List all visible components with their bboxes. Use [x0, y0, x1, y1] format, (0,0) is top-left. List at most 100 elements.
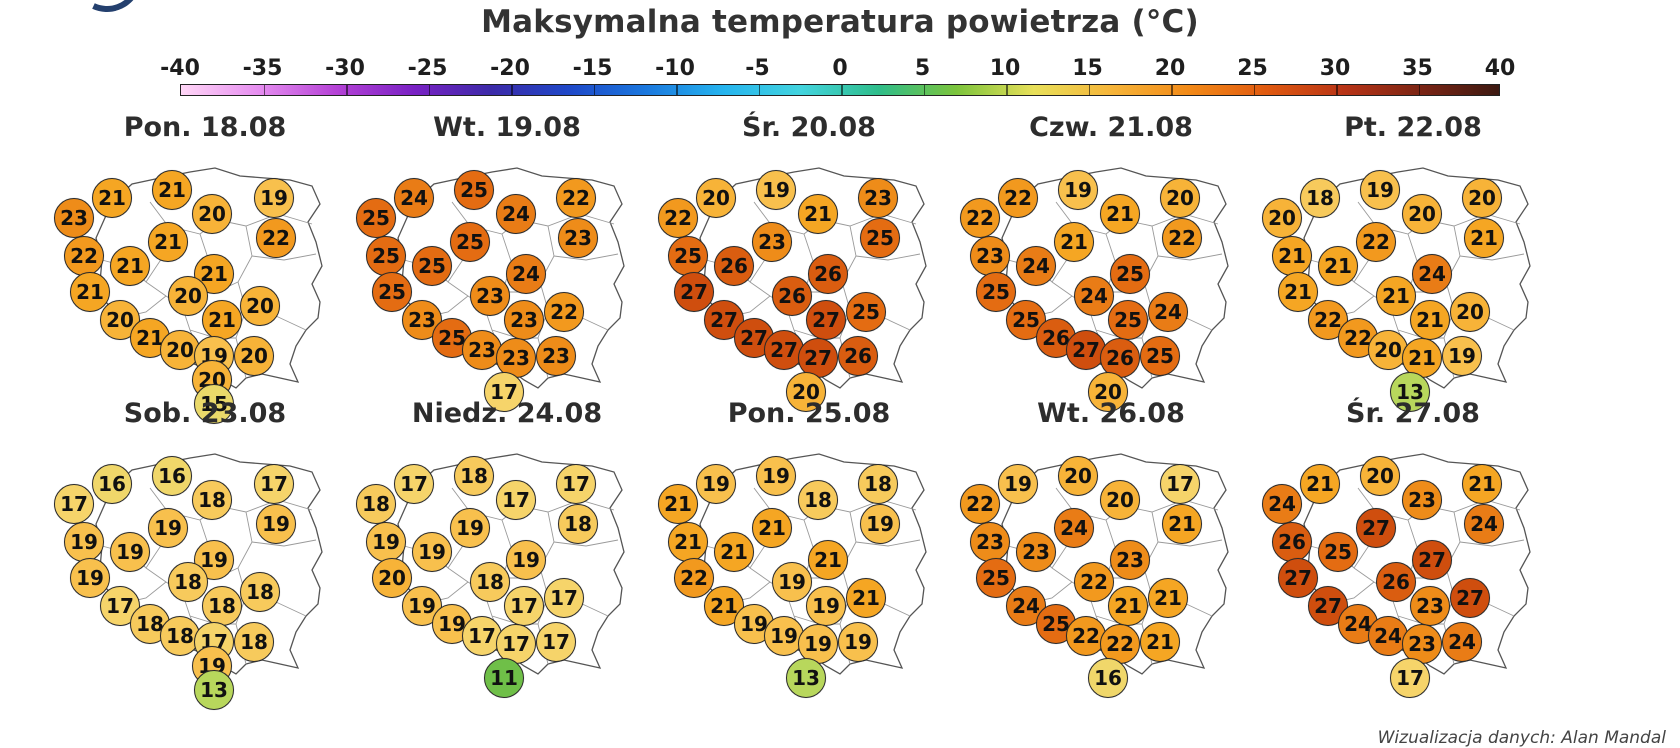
scale-tick-label: -40 — [160, 56, 200, 81]
temperature-bubble: 21 — [1140, 622, 1180, 662]
temperature-bubble: 21 — [714, 532, 754, 572]
temperature-bubble: 26 — [772, 276, 812, 316]
temperature-bubble: 13 — [1390, 372, 1430, 412]
temperature-bubble: 18 — [202, 586, 242, 626]
temperature-bubble: 18 — [240, 572, 280, 612]
region-border — [821, 499, 917, 513]
scale-tick-label: -5 — [745, 56, 770, 81]
day-title: Pon. 25.08 — [727, 398, 891, 429]
temperature-bubble: 26 — [1376, 562, 1416, 602]
scale-tick-label: 15 — [1072, 56, 1103, 81]
temperature-bubble: 20 — [234, 336, 274, 376]
day-map-panel: Wt. 19.08 25 24 25 22 24 23 25 25 25 24 25 23 23 22 23 2… — [342, 112, 672, 412]
temperature-bubble: 21 — [1272, 236, 1312, 276]
scale-tick-mark — [346, 85, 348, 95]
temperature-bubble: 24 — [1054, 508, 1094, 548]
day-map-panel: Niedz. 24.08 18 17 18 17 17 18 19 19 19 19 20 18 17 17… — [342, 398, 672, 698]
temperature-bubble: 20 — [1462, 178, 1502, 218]
temperature-bubble: 19 — [194, 540, 234, 580]
temperature-bubble: 24 — [1368, 616, 1408, 656]
temperature-bubble: 20 — [1100, 480, 1140, 520]
temperature-bubble: 21 — [668, 522, 708, 562]
temperature-bubble: 17 — [496, 624, 536, 664]
temperature-bubble: 17 — [254, 464, 294, 504]
temperature-bubble: 26 — [1100, 338, 1140, 378]
scale-tick-label: -15 — [572, 56, 613, 81]
temperature-bubble: 23 — [1016, 532, 1056, 572]
temperature-bubble: 23 — [462, 330, 502, 370]
scale-tick-mark — [593, 85, 595, 95]
region-border — [1123, 499, 1219, 513]
temperature-bubble: 19 — [506, 540, 546, 580]
temperature-bubble: 17 — [54, 484, 94, 524]
temperature-bubble: 19 — [772, 562, 812, 602]
temperature-bubble: 23 — [1410, 586, 1450, 626]
region-border — [855, 253, 921, 261]
temperature-bubble: 17 — [1390, 658, 1430, 698]
temperature-bubble: 24 — [394, 178, 434, 218]
temperature-bubble: 23 — [1402, 624, 1442, 664]
temperature-bubble: 18 — [1300, 178, 1340, 218]
temperature-bubble: 22 — [1162, 218, 1202, 258]
scale-tick-mark — [676, 85, 678, 95]
temperature-bubble: 26 — [1272, 522, 1312, 562]
scale-tick-mark — [1253, 85, 1255, 95]
temperature-bubble: 19 — [64, 522, 104, 562]
day-map-panel: Czw. 21.08 22 22 19 20 21 22 23 24 21 25 25 24 25 24 25… — [946, 112, 1276, 412]
temperature-bubble: 19 — [1442, 336, 1482, 376]
temperature-bubble: 17 — [504, 586, 544, 626]
scale-tick-mark — [263, 85, 265, 95]
temperature-bubble: 18 — [192, 480, 232, 520]
day-title: Wt. 19.08 — [433, 112, 581, 143]
scale-tick-label: 0 — [832, 56, 848, 81]
region-border — [1459, 253, 1525, 261]
region-border — [553, 253, 619, 261]
day-map-panel: Wt. 26.08 22 19 20 17 20 21 23 23 24 23 25 22 21 21 24 2… — [946, 398, 1276, 698]
temperature-bubble: 23 — [970, 522, 1010, 562]
temperature-bubble: 16 — [152, 456, 192, 496]
temperature-bubble: 27 — [1412, 540, 1452, 580]
temperature-bubble: 19 — [756, 170, 796, 210]
temperature-bubble: 22 — [256, 218, 296, 258]
temperature-bubble: 27 — [674, 272, 714, 312]
temperature-bubble: 19 — [1360, 170, 1400, 210]
temperature-bubble: 27 — [1450, 578, 1490, 618]
credit-text: Wizualizacja danych: Alan Mandal — [1377, 728, 1666, 748]
day-title: Śr. 20.08 — [742, 112, 876, 143]
scale-tick-mark — [1336, 85, 1338, 95]
temperature-bubble: 25 — [668, 236, 708, 276]
temperature-bubble: 21 — [704, 586, 744, 626]
temperature-bubble: 22 — [960, 484, 1000, 524]
region-border — [251, 253, 317, 261]
temperature-bubble: 13 — [786, 658, 826, 698]
temperature-bubble: 22 — [1066, 616, 1106, 656]
temperature-bubble: 23 — [504, 300, 544, 340]
temperature-bubble: 19 — [756, 456, 796, 496]
temperature-bubble: 21 — [1464, 218, 1504, 258]
temperature-bubble: 19 — [860, 504, 900, 544]
temperature-bubble: 25 — [454, 170, 494, 210]
day-title: Niedz. 24.08 — [411, 398, 603, 429]
temperature-bubble: 23 — [54, 198, 94, 238]
temperature-bubble: 25 — [366, 236, 406, 276]
scale-tick-mark — [511, 85, 513, 95]
temperature-bubble: 19 — [838, 622, 878, 662]
scale-tick-mark — [1088, 85, 1090, 95]
temperature-bubble: 20 — [1360, 456, 1400, 496]
temperature-bubble: 17 — [462, 616, 502, 656]
region-border — [217, 499, 313, 513]
temperature-bubble: 25 — [412, 246, 452, 286]
temperature-bubble: 25 — [860, 218, 900, 258]
temperature-bubble: 24 — [1412, 254, 1452, 294]
temperature-bubble: 18 — [470, 562, 510, 602]
temperature-bubble: 21 — [1300, 464, 1340, 504]
temperature-bubble: 24 — [1442, 622, 1482, 662]
temperature-bubble: 23 — [558, 218, 598, 258]
temperature-bubble: 22 — [674, 558, 714, 598]
temperature-bubble: 22 — [1356, 222, 1396, 262]
temperature-bubble: 19 — [998, 464, 1038, 504]
temperature-bubble: 21 — [92, 178, 132, 218]
temperature-bubble: 21 — [1278, 272, 1318, 312]
day-title: Pon. 18.08 — [123, 112, 287, 143]
temperature-bubble: 19 — [798, 624, 838, 664]
